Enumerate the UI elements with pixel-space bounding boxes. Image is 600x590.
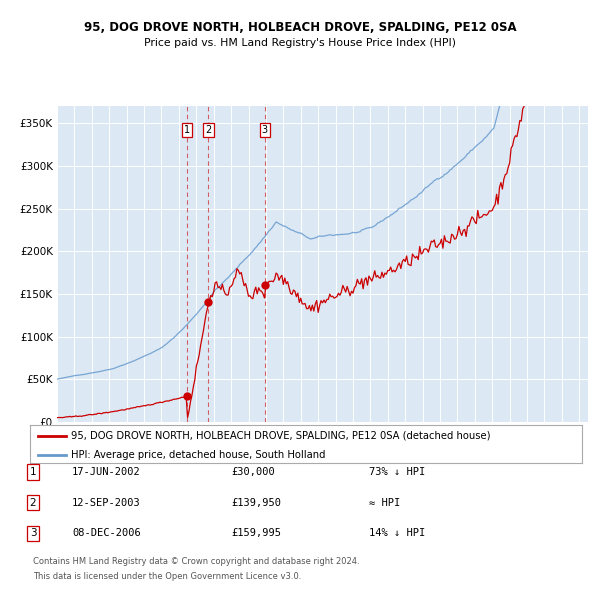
Text: 14% ↓ HPI: 14% ↓ HPI: [369, 529, 425, 538]
Text: £159,995: £159,995: [231, 529, 281, 538]
Text: 3: 3: [262, 125, 268, 135]
Text: Contains HM Land Registry data © Crown copyright and database right 2024.: Contains HM Land Registry data © Crown c…: [33, 558, 359, 566]
Text: 95, DOG DROVE NORTH, HOLBEACH DROVE, SPALDING, PE12 0SA: 95, DOG DROVE NORTH, HOLBEACH DROVE, SPA…: [83, 21, 517, 34]
Text: 2: 2: [29, 498, 37, 507]
Text: ≈ HPI: ≈ HPI: [369, 498, 400, 507]
Text: 08-DEC-2006: 08-DEC-2006: [72, 529, 141, 538]
Text: 73% ↓ HPI: 73% ↓ HPI: [369, 467, 425, 477]
Text: HPI: Average price, detached house, South Holland: HPI: Average price, detached house, Sout…: [71, 450, 326, 460]
Text: 17-JUN-2002: 17-JUN-2002: [72, 467, 141, 477]
Text: 12-SEP-2003: 12-SEP-2003: [72, 498, 141, 507]
Text: £139,950: £139,950: [231, 498, 281, 507]
Text: 95, DOG DROVE NORTH, HOLBEACH DROVE, SPALDING, PE12 0SA (detached house): 95, DOG DROVE NORTH, HOLBEACH DROVE, SPA…: [71, 431, 491, 441]
Text: This data is licensed under the Open Government Licence v3.0.: This data is licensed under the Open Gov…: [33, 572, 301, 581]
Text: 1: 1: [29, 467, 37, 477]
Text: 3: 3: [29, 529, 37, 538]
Text: Price paid vs. HM Land Registry's House Price Index (HPI): Price paid vs. HM Land Registry's House …: [144, 38, 456, 48]
Text: 1: 1: [184, 125, 190, 135]
Text: £30,000: £30,000: [231, 467, 275, 477]
Text: 2: 2: [205, 125, 212, 135]
